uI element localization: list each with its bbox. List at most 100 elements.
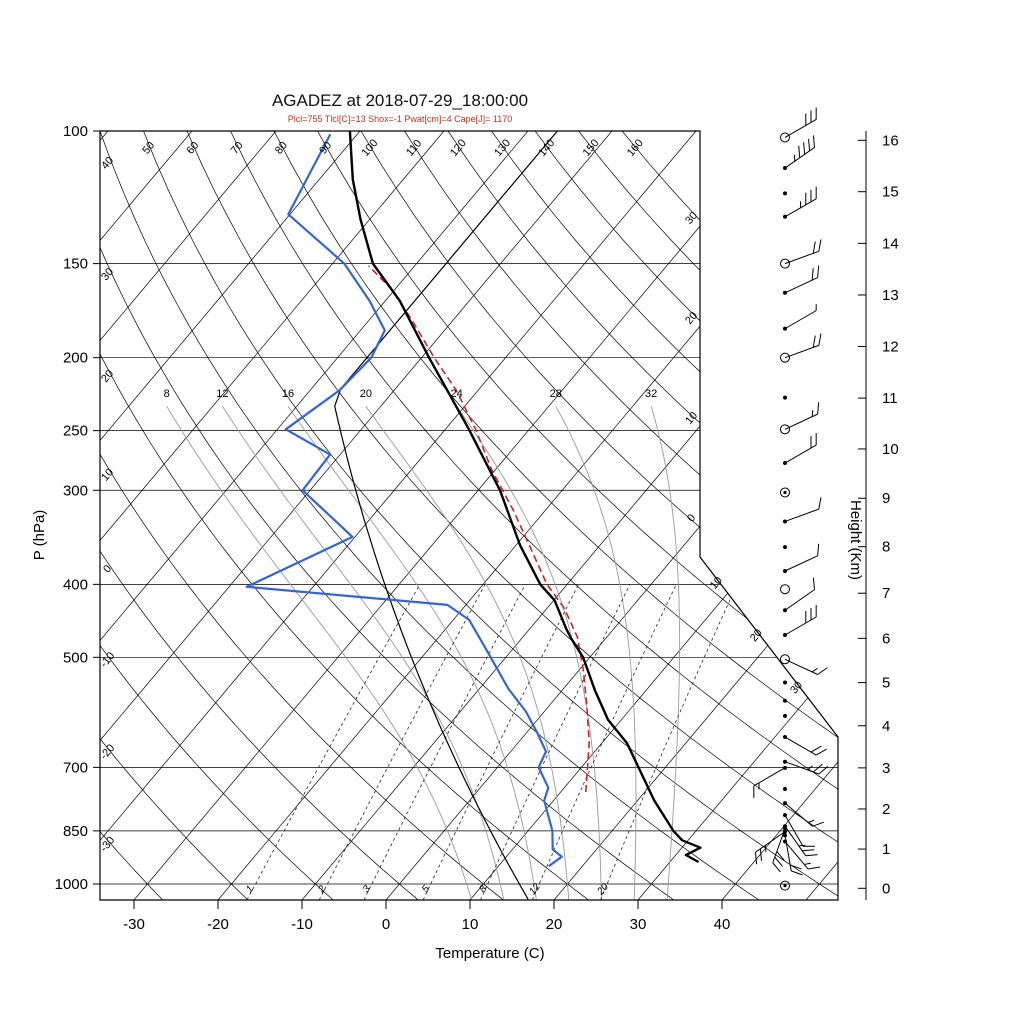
- isobar-lines: [100, 131, 838, 885]
- wind-station-dot: [783, 698, 787, 703]
- svg-text:24: 24: [451, 388, 463, 400]
- svg-text:3: 3: [361, 883, 373, 895]
- svg-text:12: 12: [216, 388, 228, 400]
- temperature-axis: -30 -20 -10 0 10 20 30 40 Temperature (C): [123, 900, 730, 962]
- svg-text:8: 8: [477, 883, 489, 895]
- svg-text:250: 250: [63, 423, 88, 440]
- svg-text:-20: -20: [207, 916, 229, 933]
- wind-station-dot: [783, 545, 787, 550]
- svg-text:4: 4: [882, 718, 890, 735]
- isotherm-lines: [100, 131, 838, 900]
- svg-text:100: 100: [359, 137, 380, 159]
- svg-text:0: 0: [101, 563, 114, 575]
- wind-station-dot: [783, 713, 787, 718]
- svg-text:10: 10: [462, 916, 479, 933]
- wind-barbs: [753, 107, 829, 891]
- svg-text:150: 150: [63, 256, 88, 273]
- svg-text:400: 400: [63, 576, 88, 593]
- svg-text:15: 15: [882, 184, 899, 201]
- svg-text:8: 8: [164, 388, 170, 400]
- svg-text:16: 16: [282, 388, 294, 400]
- svg-text:0: 0: [882, 880, 890, 897]
- svg-text:32: 32: [645, 388, 657, 400]
- wind-station-dot: [783, 680, 787, 685]
- svg-text:20: 20: [99, 368, 116, 385]
- plot-border: [99, 130, 839, 901]
- sounding-curves: [245, 131, 702, 868]
- svg-text:60: 60: [184, 140, 201, 157]
- svg-text:500: 500: [63, 649, 88, 666]
- svg-text:14: 14: [882, 235, 899, 252]
- temperature-curve: [348, 131, 702, 864]
- svg-text:6: 6: [882, 630, 890, 647]
- wind-station-dot: [783, 787, 787, 792]
- moist-adiabat-lines: [166, 405, 681, 900]
- wind-station-dot: [783, 395, 787, 400]
- svg-text:30: 30: [683, 210, 700, 227]
- svg-text:70: 70: [229, 140, 246, 157]
- temperature-axis-title: Temperature (C): [435, 945, 544, 962]
- mixing-ratio-lines: [246, 584, 738, 900]
- grid-labels: 50 60 70 80 90 100 110 120 130 140 150 160403020100…: [98, 137, 805, 898]
- svg-text:2: 2: [882, 801, 890, 818]
- svg-text:140: 140: [536, 137, 557, 159]
- svg-text:13: 13: [882, 287, 899, 304]
- height-axis-title: Height (Km): [847, 500, 864, 580]
- svg-text:11: 11: [882, 390, 898, 407]
- svg-text:5: 5: [882, 675, 890, 692]
- calm-wind-symbol: [780, 487, 790, 498]
- dewpoint-curve: [245, 133, 563, 868]
- svg-text:30: 30: [788, 679, 805, 696]
- svg-text:28: 28: [550, 388, 562, 400]
- svg-text:40: 40: [714, 916, 731, 933]
- svg-text:3: 3: [882, 760, 890, 777]
- svg-text:1: 1: [244, 884, 256, 895]
- svg-text:100: 100: [63, 123, 88, 140]
- svg-text:8: 8: [882, 539, 890, 556]
- svg-text:30: 30: [99, 266, 116, 283]
- svg-text:20: 20: [683, 310, 700, 327]
- pressure-axis-title: P (hPa): [31, 510, 48, 561]
- background-grid: [100, 131, 838, 900]
- wind-station-dot: [783, 191, 787, 196]
- chart-parameter-line: Plcl=755 Tlcl[C]=13 Shox=-1 Pwat[cm]=4 C…: [287, 114, 513, 124]
- calm-wind-symbol: [780, 880, 790, 891]
- svg-text:-20: -20: [98, 742, 117, 762]
- svg-text:110: 110: [404, 137, 424, 158]
- svg-text:10: 10: [683, 410, 700, 427]
- svg-text:20: 20: [748, 627, 765, 644]
- svg-text:12: 12: [882, 339, 899, 356]
- svg-text:80: 80: [273, 140, 290, 157]
- svg-text:700: 700: [63, 759, 88, 776]
- svg-text:300: 300: [63, 482, 88, 499]
- svg-text:-10: -10: [98, 650, 117, 670]
- svg-text:0: 0: [685, 512, 698, 524]
- pressure-axis: 100 150 200 250 300 400 500 700 850 1000 P (hPa): [31, 123, 100, 893]
- svg-text:-30: -30: [123, 916, 145, 933]
- svg-text:30: 30: [630, 916, 647, 933]
- svg-text:200: 200: [63, 350, 88, 367]
- svg-text:16: 16: [882, 132, 899, 149]
- svg-text:5: 5: [420, 883, 432, 895]
- svg-text:10: 10: [882, 441, 899, 458]
- svg-text:1000: 1000: [55, 876, 88, 893]
- svg-text:7: 7: [882, 585, 890, 602]
- svg-text:40: 40: [99, 155, 116, 172]
- svg-text:-10: -10: [291, 916, 313, 933]
- wind-station-circle: [780, 584, 790, 595]
- svg-text:130: 130: [492, 137, 513, 159]
- standard-atmosphere-line: [334, 131, 558, 900]
- svg-text:850: 850: [63, 823, 88, 840]
- svg-text:20: 20: [546, 916, 563, 933]
- chart-title: AGADEZ at 2018-07-29_18:00:00: [271, 91, 529, 110]
- svg-text:120: 120: [448, 137, 469, 159]
- svg-text:-30: -30: [98, 834, 117, 854]
- dry-adiabat-lines: [100, 131, 838, 900]
- svg-text:9: 9: [882, 490, 890, 507]
- svg-text:20: 20: [360, 388, 372, 400]
- svg-text:1: 1: [882, 841, 890, 858]
- svg-text:50: 50: [140, 140, 157, 157]
